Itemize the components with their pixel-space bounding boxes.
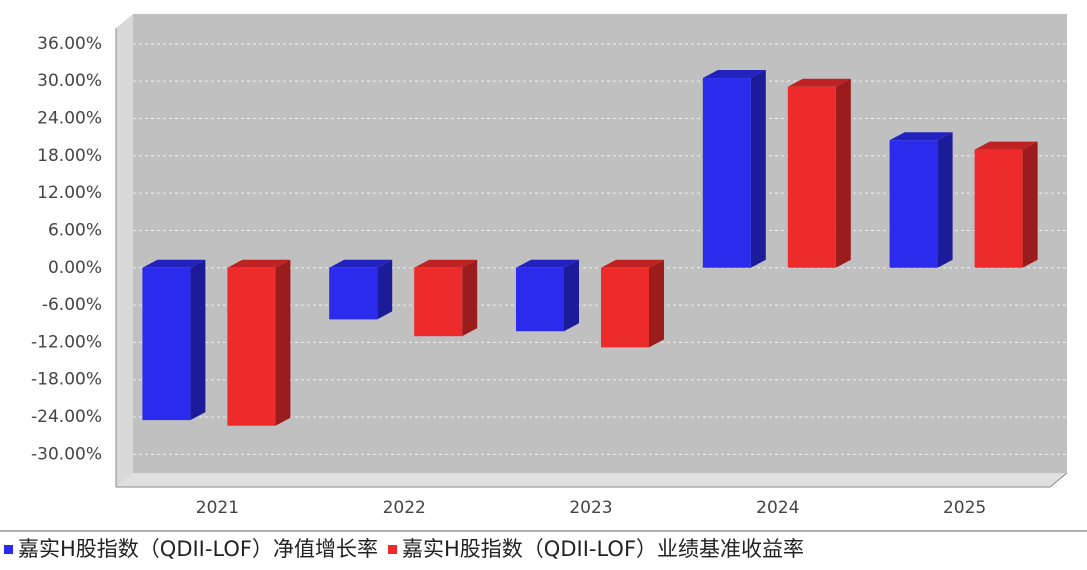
bar: [889, 140, 938, 268]
plot-floor: [116, 473, 1067, 487]
x-tick-label: 2023: [569, 498, 612, 518]
bar: [702, 78, 751, 268]
bar-side: [649, 259, 664, 348]
y-tick-label: 0.00%: [48, 258, 102, 278]
bar: [974, 149, 1023, 268]
legend-label: 嘉实H股指数（QDII-LOF）净值增长率: [18, 537, 378, 561]
bar-top: [601, 259, 664, 268]
bar-side: [750, 70, 766, 268]
bar-group: [414, 259, 478, 337]
bar: [142, 267, 191, 421]
bar-side: [190, 259, 206, 421]
x-tick-label: 2025: [943, 498, 986, 518]
bar-top: [787, 78, 851, 87]
bar-group: [142, 259, 206, 421]
bar-side: [564, 259, 579, 332]
x-tick-label: 2024: [756, 498, 799, 518]
y-tick-label: 18.00%: [37, 146, 102, 166]
bar-group: [227, 259, 291, 426]
legend-swatch: [4, 545, 13, 554]
legend-label: 嘉实H股指数（QDII-LOF）业绩基准收益率: [402, 537, 804, 561]
x-axis-edge: [1049, 472, 1068, 488]
y-tick-label: 12.00%: [37, 183, 102, 203]
bar: [329, 267, 378, 320]
y-tick-label: 24.00%: [37, 108, 102, 128]
y-tick-label: -12.00%: [31, 332, 102, 352]
bar: [601, 267, 649, 348]
bar: [787, 86, 836, 268]
bar: [414, 267, 463, 337]
bar-group: [601, 259, 664, 348]
y-tick-label: -30.00%: [31, 444, 102, 464]
x-tick-label: 2022: [383, 498, 426, 518]
bar-top: [974, 141, 1038, 150]
bar-top: [414, 259, 478, 268]
bar-top: [329, 259, 393, 268]
bar-side: [937, 132, 953, 268]
bar-top: [702, 70, 766, 79]
bar: [227, 267, 276, 426]
bar-top: [142, 259, 206, 268]
y-tick-label: -18.00%: [31, 370, 102, 390]
legend-swatch: [388, 545, 398, 554]
bar-side: [275, 259, 291, 426]
bar: [516, 267, 564, 332]
y-tick-label: 30.00%: [37, 71, 102, 91]
bar-top: [889, 132, 953, 141]
bar-group: [329, 259, 393, 320]
bar-group: [702, 70, 766, 268]
y-tick-label: -6.00%: [42, 295, 102, 315]
plot-left-wall: [116, 14, 133, 487]
bar-group: [974, 141, 1038, 268]
bar-group: [787, 78, 851, 268]
bar-side: [1022, 141, 1038, 268]
bar-side: [462, 259, 478, 337]
bar-side: [377, 259, 393, 320]
x-tick-label: 2021: [196, 498, 239, 518]
y-tick-label: -24.00%: [31, 407, 102, 427]
y-tick-label: 6.00%: [48, 220, 102, 240]
bar-group: [516, 259, 579, 332]
bar-side: [835, 78, 851, 268]
y-tick-label: 36.00%: [37, 34, 102, 54]
bar-top: [516, 259, 579, 268]
bar-top: [227, 259, 291, 268]
bar-group: [889, 132, 953, 268]
